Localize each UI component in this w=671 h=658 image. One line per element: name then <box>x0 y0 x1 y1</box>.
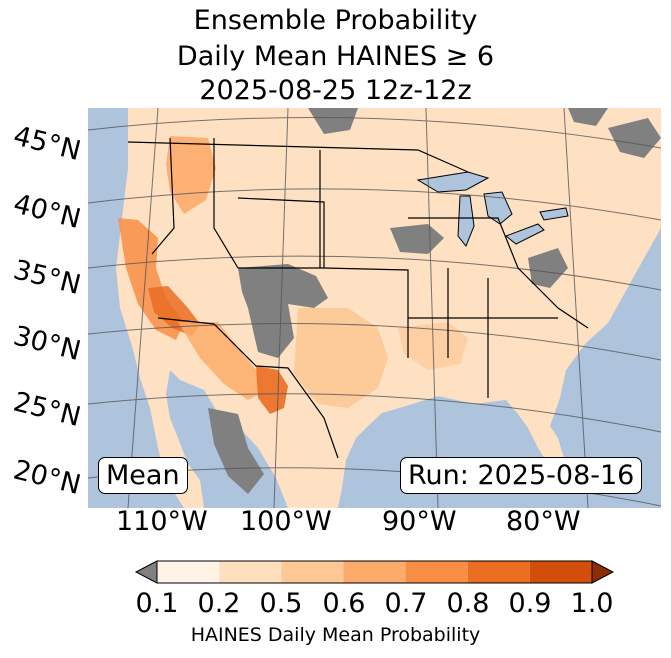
lat-label-20: 20°N <box>10 454 84 502</box>
lon-label-100: 100°W <box>240 506 332 537</box>
lake-superior <box>416 171 490 193</box>
title-line-3: 2025-08-25 12z-12z <box>199 75 472 106</box>
colorbar-segment <box>467 561 530 583</box>
missing-region-mexico <box>208 408 264 494</box>
colorbar-under-arrow <box>134 560 158 584</box>
border-mid-2 <box>323 267 409 358</box>
colorbar-label: HAINES Daily Mean Probability <box>190 624 481 646</box>
lon-label-90: 90°W <box>382 506 457 537</box>
lon-label-80: 80°W <box>506 506 581 537</box>
state-borders <box>127 137 589 459</box>
lon-label-110: 110°W <box>116 506 208 537</box>
missing-region-northeast <box>608 118 661 158</box>
parallel-40 <box>88 188 661 221</box>
parallel-35 <box>88 255 661 291</box>
colorbar-tick-4: 0.6 <box>322 588 366 619</box>
colorbar-segment <box>343 561 406 583</box>
meridian-90 <box>425 108 439 508</box>
prob-region-sw <box>178 322 264 400</box>
colorbar-outline <box>156 560 593 584</box>
title-line-2: Daily Mean HAINES ≥ 6 <box>176 41 495 72</box>
lake-ontario <box>539 207 569 221</box>
border-west-2 <box>213 138 239 269</box>
colorbar-segment <box>157 561 220 583</box>
missing-region-canada <box>308 108 608 134</box>
parallel-45 <box>88 117 661 149</box>
colorbar-segment <box>405 561 468 583</box>
lake-huron <box>483 191 513 225</box>
parallel-25 <box>88 393 661 433</box>
colorbar-segment <box>281 561 344 583</box>
lat-label-35: 35°N <box>10 254 84 302</box>
prob-region-tx-west <box>256 366 288 414</box>
lat-label-45: 45°N <box>10 120 84 168</box>
colorbar-segment <box>219 561 282 583</box>
missing-region-appalachia <box>528 248 568 288</box>
colorbar-tick-8: 1.0 <box>570 588 614 619</box>
colorbar-tick-6: 0.8 <box>446 588 490 619</box>
colorbar <box>134 560 615 584</box>
colorbar-tick-2: 0.2 <box>197 588 241 619</box>
missing-region-nm <box>248 304 294 358</box>
lat-label-40: 40°N <box>10 188 84 236</box>
parallel-30 <box>88 323 661 361</box>
colorbar-tick-3: 0.5 <box>259 588 303 619</box>
colorbar-tick-1: 0.1 <box>135 588 179 619</box>
meridian-100 <box>273 108 289 508</box>
prob-region-tx <box>294 308 388 408</box>
title-line-1: Ensemble Probability <box>193 5 478 36</box>
lat-label-30: 30°N <box>10 320 84 368</box>
meridian-80 <box>563 108 589 508</box>
border-west-1 <box>151 137 175 255</box>
graticule <box>88 108 661 508</box>
us-mexico-border <box>157 317 339 459</box>
colorbar-segment <box>529 561 592 583</box>
colorbar-tick-7: 0.9 <box>508 588 552 619</box>
probability-map <box>88 108 661 508</box>
missing-region-rockies <box>238 264 328 318</box>
colorbar-tick-5: 0.7 <box>384 588 428 619</box>
lat-label-25: 25°N <box>10 386 84 434</box>
border-mid-1 <box>237 197 325 268</box>
colorbar-segments <box>157 561 592 583</box>
lake-erie <box>505 223 545 245</box>
border-east-1 <box>408 217 519 269</box>
stat-label-box: Mean <box>98 457 188 494</box>
run-label-box: Run: 2025-08-16 <box>400 457 643 494</box>
lake-michigan <box>457 195 475 247</box>
meridian-110 <box>127 108 159 508</box>
great-lakes <box>416 171 569 247</box>
colorbar-over-arrow <box>591 560 615 584</box>
us-canada-border <box>127 141 469 173</box>
border-east-4 <box>517 267 589 329</box>
florida <box>506 400 564 474</box>
